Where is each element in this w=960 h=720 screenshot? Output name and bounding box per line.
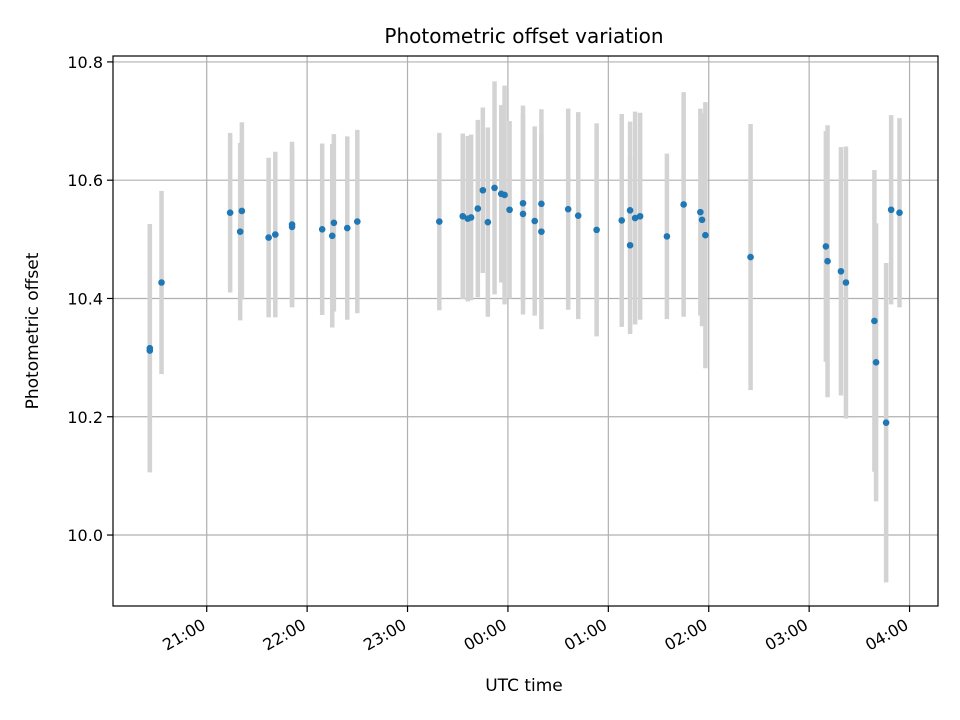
plot-frame	[112, 55, 939, 607]
data-point	[459, 212, 467, 220]
data-point	[631, 214, 639, 222]
data-point	[506, 206, 513, 214]
data-point	[226, 209, 234, 217]
data-point	[593, 226, 600, 234]
data-point	[236, 228, 244, 235]
data-point	[467, 214, 475, 221]
y-tick-label: 10.2	[67, 408, 103, 427]
data-point	[484, 218, 492, 226]
data-point	[531, 217, 539, 225]
data-point	[564, 205, 572, 213]
data-point	[158, 279, 165, 286]
data-point	[146, 344, 154, 352]
data-point	[538, 200, 545, 208]
data-point	[272, 231, 279, 238]
data-point	[238, 207, 246, 215]
data-point	[698, 216, 706, 224]
data-point	[474, 205, 482, 212]
data-point	[343, 224, 351, 232]
data-point	[747, 253, 754, 261]
data-point	[501, 191, 508, 199]
data-point	[842, 279, 850, 286]
data-point	[871, 317, 878, 325]
data-point	[872, 359, 880, 366]
data-point	[824, 257, 831, 265]
data-point	[837, 267, 845, 275]
data-point	[680, 201, 687, 208]
data-point	[354, 218, 361, 225]
data-point	[882, 419, 890, 426]
data-point	[702, 231, 709, 239]
data-point	[330, 219, 338, 227]
data-point	[519, 199, 527, 207]
data-point	[479, 186, 487, 194]
data-point	[618, 217, 626, 224]
data-points	[146, 184, 903, 426]
data-point	[887, 206, 895, 214]
data-point	[626, 241, 634, 249]
data-point	[697, 208, 704, 216]
y-tick-label: 10.0	[67, 526, 103, 545]
data-point	[318, 225, 326, 233]
data-point	[519, 210, 527, 218]
data-point	[574, 212, 582, 219]
grid-lines	[113, 56, 938, 606]
y-tick-label: 10.6	[67, 171, 103, 190]
data-point	[538, 228, 545, 235]
data-point	[626, 207, 634, 214]
data-point	[822, 243, 830, 250]
data-point	[636, 212, 644, 220]
data-point	[896, 209, 903, 217]
y-tick-label: 10.4	[67, 289, 103, 308]
data-point	[491, 184, 498, 192]
chart-title: Photometric offset variation	[384, 24, 663, 48]
data-point	[328, 232, 336, 240]
data-point	[663, 233, 671, 240]
y-axis-ticks: 10.0 10.2 10.4 10.6 10.8	[67, 53, 113, 545]
y-axis-title: Photometric offset	[23, 252, 43, 409]
data-point	[288, 221, 296, 228]
y-tick-label: 10.8	[67, 53, 103, 72]
data-point	[265, 234, 272, 241]
x-axis-title: UTC time	[485, 676, 563, 696]
data-point	[436, 218, 443, 225]
